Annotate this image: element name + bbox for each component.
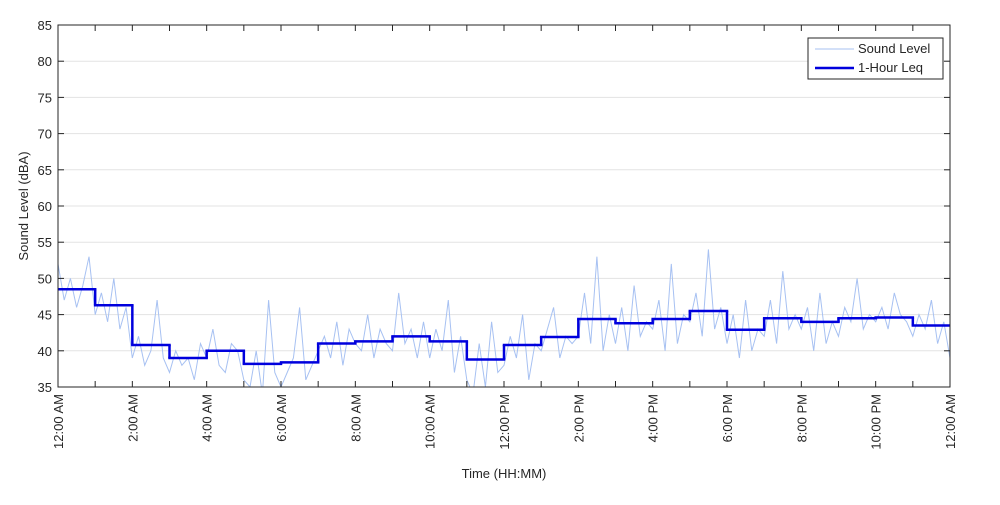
x-tick-label: 4:00 PM — [646, 394, 661, 442]
x-tick-label: 6:00 AM — [274, 394, 289, 442]
x-tick-label: 2:00 PM — [571, 394, 586, 442]
x-tick-label: 12:00 AM — [51, 394, 66, 449]
y-tick-label: 70 — [38, 127, 52, 142]
legend-label: Sound Level — [858, 41, 930, 56]
x-tick-label: 8:00 AM — [348, 394, 363, 442]
y-tick-label: 40 — [38, 344, 52, 359]
x-tick-label: 12:00 PM — [497, 394, 512, 450]
legend-box — [807, 37, 944, 80]
x-tick-label: 2:00 AM — [125, 394, 140, 442]
y-tick-label: 80 — [38, 54, 52, 69]
y-tick-label: 35 — [38, 380, 52, 395]
x-tick-label: 10:00 AM — [423, 394, 438, 449]
y-tick-label: 75 — [38, 90, 52, 105]
x-tick-label: 8:00 PM — [794, 394, 809, 442]
y-axis-label: Sound Level (dBA) — [16, 151, 31, 260]
x-tick-label: 4:00 AM — [200, 394, 215, 442]
y-tick-label: 85 — [38, 18, 52, 33]
y-tick-label: 50 — [38, 271, 52, 286]
x-tick-label: 6:00 PM — [720, 394, 735, 442]
y-tick-label: 60 — [38, 199, 52, 214]
y-tick-label: 65 — [38, 163, 52, 178]
x-tick-label: 12:00 AM — [943, 394, 958, 449]
x-tick-label: 10:00 PM — [869, 394, 884, 450]
y-tick-label: 55 — [38, 235, 52, 250]
x-axis-label: Time (HH:MM) — [462, 466, 547, 481]
legend-label: 1-Hour Leq — [858, 60, 923, 75]
y-tick-label: 45 — [38, 308, 52, 323]
